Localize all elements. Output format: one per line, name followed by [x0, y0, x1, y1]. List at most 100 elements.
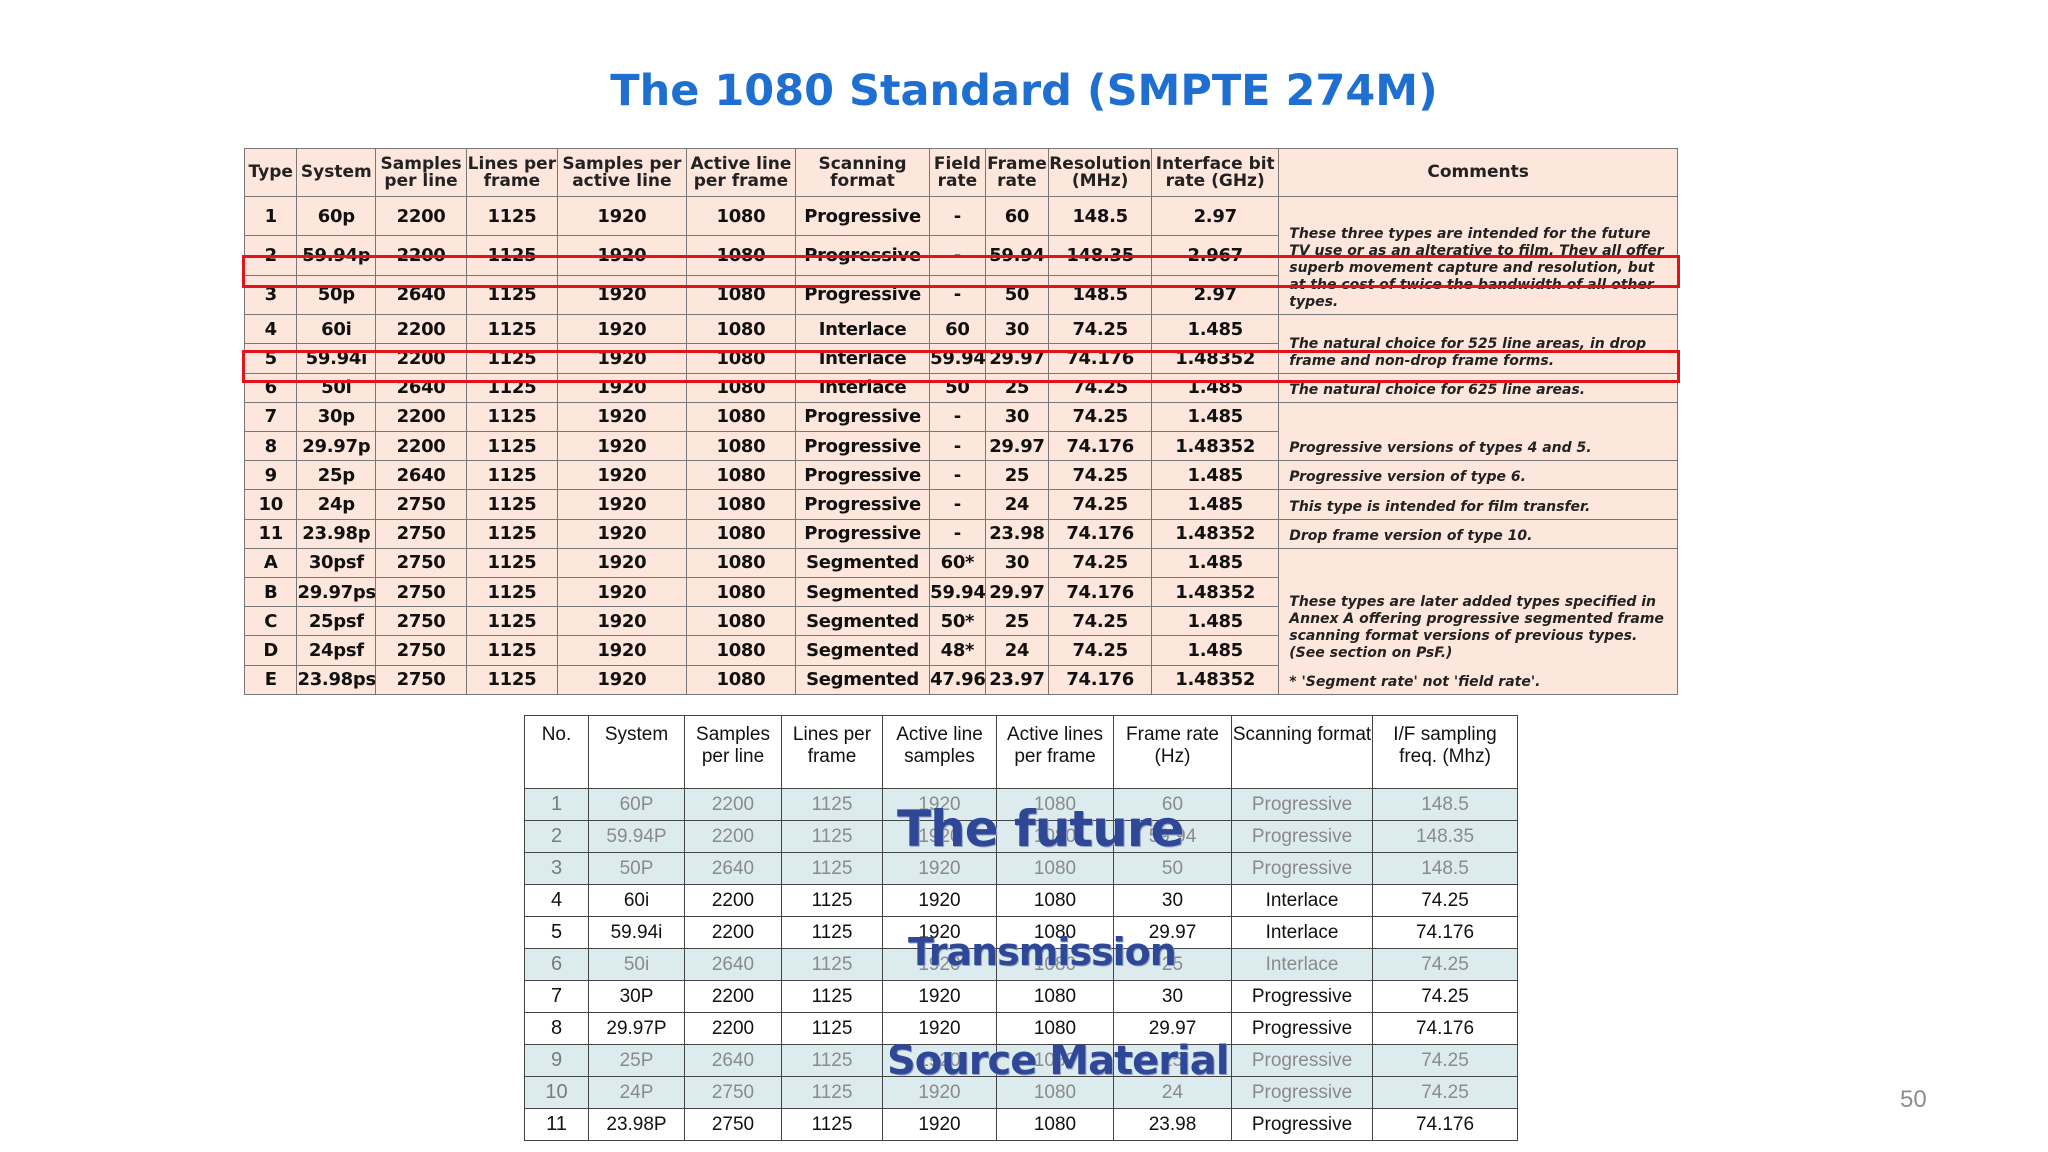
- table-cell: 1125: [781, 820, 883, 853]
- table-row: 4 60i 2200 1125 1920 1080 30 Interlace 74.25: [524, 884, 1518, 917]
- table-cell: Progressive: [1231, 1012, 1373, 1045]
- table-cell: 23.98: [1113, 1108, 1232, 1141]
- table-cell: 25: [984, 460, 1050, 491]
- table-cell: 1125: [465, 343, 558, 374]
- table-cell: 1.48352: [1151, 576, 1280, 608]
- table-cell: 1080: [685, 635, 796, 666]
- table-cell: Interlace: [794, 372, 931, 403]
- table-row: 8 29.97p 2200 1125 1920 1080 Progressive -29.97…: [243, 430, 1678, 462]
- table-cell: 2200: [684, 1012, 782, 1045]
- table-cell: 74.25: [1372, 884, 1518, 917]
- table-cell: 11: [524, 1108, 589, 1141]
- table-cell: 1920: [882, 1044, 997, 1077]
- table-cell: 1125: [465, 576, 558, 608]
- table-cell: 1080: [685, 518, 796, 549]
- table-cell: 74.25: [1048, 489, 1153, 520]
- table-cell: 1125: [781, 1044, 883, 1077]
- table-cell: 59.94i: [296, 343, 377, 374]
- table-cell: 1125: [781, 788, 883, 821]
- table-cell: 74.25: [1372, 948, 1518, 981]
- table-cell: 74.25: [1048, 460, 1153, 491]
- table-cell: 74.25: [1372, 1044, 1518, 1077]
- table-cell: 24: [984, 635, 1050, 666]
- table-cell: 1920: [556, 606, 687, 637]
- table-cell: 2750: [375, 576, 467, 608]
- table-row: 10 24P 2750 1125 1920 1080 24 Progressive 74.25: [524, 1076, 1518, 1109]
- table-cell: 7: [243, 401, 298, 432]
- table-cell: 1080: [685, 401, 796, 432]
- table-cell: 1.485: [1151, 489, 1280, 520]
- table-cell: 1920: [882, 948, 997, 981]
- column-header: Active line samples: [882, 715, 997, 789]
- table-cell: 60*: [929, 547, 986, 579]
- table-cell: 1920: [882, 1012, 997, 1045]
- table-cell: 1125: [465, 460, 558, 491]
- table-cell: 1125: [781, 1108, 883, 1141]
- table-cell: 1920: [882, 820, 997, 853]
- table-cell: 1920: [556, 195, 687, 237]
- table-cell: 7: [524, 980, 589, 1013]
- table-cell: D: [243, 635, 298, 666]
- table-cell: 74.176: [1048, 343, 1153, 374]
- table-cell: 2.967: [1151, 235, 1280, 276]
- table-cell: 1: [243, 195, 298, 237]
- system-table-container: No. System Samples per line Lines per frame…: [524, 715, 1519, 1141]
- table-cell: 2750: [375, 489, 467, 520]
- table-cell: 2200: [375, 314, 467, 345]
- table-cell: 2750: [375, 664, 467, 696]
- table-cell: 1.48352: [1151, 664, 1280, 696]
- table-cell: 74.25: [1048, 372, 1153, 403]
- table-cell: B: [243, 576, 298, 608]
- table-cell: 1920: [882, 1076, 997, 1109]
- table-row: 7 30p 2200 1125 1920 1080 Progressive -30 74.25 1…: [243, 401, 1678, 462]
- table-cell: 2200: [684, 884, 782, 917]
- table-cell: Progressive: [794, 430, 931, 462]
- table-cell: 60i: [588, 884, 685, 917]
- table-cell: -: [929, 489, 986, 520]
- table-cell: Progressive: [1231, 1108, 1373, 1141]
- table-cell: 24psf: [296, 635, 377, 666]
- table-cell: 2640: [684, 1044, 782, 1077]
- table-cell: 23.98p: [296, 518, 377, 549]
- table-cell: 24: [984, 489, 1050, 520]
- table-row: 1 60p 2200 1125 1920 1080 Progressive -60 148.5 2…: [243, 195, 1678, 316]
- table-cell: 9: [524, 1044, 589, 1077]
- table-cell: 1125: [465, 274, 558, 316]
- table-cell: 50*: [929, 606, 986, 637]
- table-cell: E: [243, 664, 298, 696]
- table-cell: 74.176: [1048, 430, 1153, 462]
- table-cell: 1080: [685, 606, 796, 637]
- table-cell: 50: [984, 274, 1050, 316]
- column-header: Frame rate (Hz): [1113, 715, 1232, 789]
- table-cell: 59.94: [984, 235, 1050, 276]
- table-cell: 9: [243, 460, 298, 491]
- table-row: 6 50i 2640 1125 1920 1080 Interlace 50 25 74.25 1.…: [243, 372, 1678, 403]
- table-cell: 1125: [781, 852, 883, 885]
- table-cell: 74.25: [1372, 980, 1518, 1013]
- table-cell: 10: [243, 489, 298, 520]
- smpte-table-container: Type System Samples per line Lines per fram…: [242, 148, 1680, 696]
- table-cell: Progressive: [1231, 1076, 1373, 1109]
- table-cell: Segmented: [794, 664, 931, 696]
- table-cell: 59.94*: [929, 576, 986, 608]
- comment-cell: The natural choice for 625 line areas.: [1278, 372, 1678, 403]
- table-cell: 60: [929, 314, 986, 345]
- table-cell: 1920: [556, 343, 687, 374]
- table-cell: 23.98: [984, 518, 1050, 549]
- column-header: Active lines per frame: [996, 715, 1114, 789]
- table-cell: -: [929, 430, 986, 462]
- table-row: 8 29.97P 2200 1125 1920 1080 29.97 Progressive 7…: [524, 1012, 1518, 1045]
- table-cell: 50P: [588, 852, 685, 885]
- table-cell: 1125: [465, 314, 558, 345]
- table-cell: 4: [243, 314, 298, 345]
- table-cell: 1.485: [1151, 372, 1280, 403]
- comment-cell: This type is intended for film transfer.: [1278, 489, 1678, 520]
- table-cell: 1080: [996, 1044, 1114, 1077]
- table-row: A 30psf 2750 1125 1920 1080 Segmented 60* 30 74.2…: [243, 547, 1678, 696]
- table-cell: 2200: [684, 916, 782, 949]
- table-cell: -: [929, 195, 986, 237]
- table-cell: 1920: [882, 852, 997, 885]
- table-cell: 74.176: [1372, 1012, 1518, 1045]
- table-cell: 2640: [375, 274, 467, 316]
- table-cell: 2200: [375, 430, 467, 462]
